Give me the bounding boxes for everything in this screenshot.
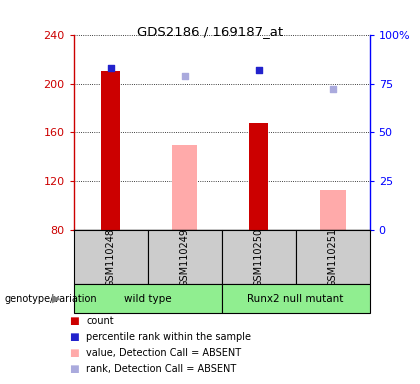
Text: wild type: wild type (124, 293, 171, 304)
Bar (101, 71, 120, 230)
Text: ■: ■ (68, 348, 79, 358)
Bar (296, 230, 370, 284)
Text: rank, Detection Call = ABSENT: rank, Detection Call = ABSENT (86, 364, 236, 374)
Text: Runx2 null mutant: Runx2 null mutant (247, 293, 344, 304)
Point (329, 86, 336, 93)
Text: GSM110249: GSM110249 (179, 228, 189, 287)
Bar (74, 230, 147, 284)
Point (255, 67, 262, 73)
Text: ■: ■ (68, 316, 79, 326)
Bar (249, 123, 268, 230)
Text: ■: ■ (68, 332, 79, 342)
Bar (222, 230, 296, 284)
Text: genotype/variation: genotype/variation (4, 293, 97, 304)
Text: GSM110250: GSM110250 (254, 228, 264, 287)
Point (181, 73, 188, 79)
Text: percentile rank within the sample: percentile rank within the sample (86, 332, 251, 342)
Text: ■: ■ (68, 364, 79, 374)
Text: count: count (86, 316, 114, 326)
Bar (172, 145, 197, 230)
Text: value, Detection Call = ABSENT: value, Detection Call = ABSENT (86, 348, 241, 358)
Bar (147, 230, 222, 284)
Bar (74, 284, 222, 313)
Text: GSM110248: GSM110248 (105, 228, 116, 287)
Bar (222, 284, 370, 313)
Text: GSM110251: GSM110251 (328, 228, 338, 287)
Point (107, 65, 114, 71)
Bar (320, 190, 346, 230)
Text: ▶: ▶ (52, 293, 61, 304)
Text: GDS2186 / 169187_at: GDS2186 / 169187_at (137, 25, 283, 38)
